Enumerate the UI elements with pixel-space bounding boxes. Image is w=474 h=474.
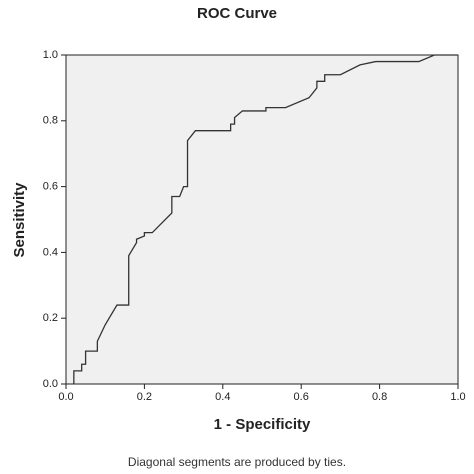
- x-tick-label: 0.2: [137, 391, 152, 403]
- chart-title: ROC Curve: [197, 5, 277, 22]
- x-tick-label: 1.0: [450, 391, 465, 403]
- y-tick-label: 0.4: [43, 246, 58, 258]
- y-tick-label: 0.2: [43, 312, 58, 324]
- x-tick-label: 0.8: [372, 391, 387, 403]
- x-tick-label: 0.6: [294, 391, 309, 403]
- roc-line: [73, 54, 458, 384]
- footnote: Diagonal segments are produced by ties.: [128, 455, 346, 469]
- y-tick-label: 0.6: [43, 181, 58, 193]
- y-tick-label: 0.0: [43, 378, 58, 390]
- x-tick-label: 0.4: [215, 391, 230, 403]
- y-axis-label: Sensitivity: [11, 182, 28, 258]
- plot-area: [65, 54, 459, 385]
- x-tick-label: 0.0: [58, 391, 73, 403]
- y-tick-label: 1.0: [43, 49, 58, 61]
- x-axis-label: 1 - Specificity: [214, 416, 311, 433]
- y-tick-label: 0.8: [43, 115, 58, 127]
